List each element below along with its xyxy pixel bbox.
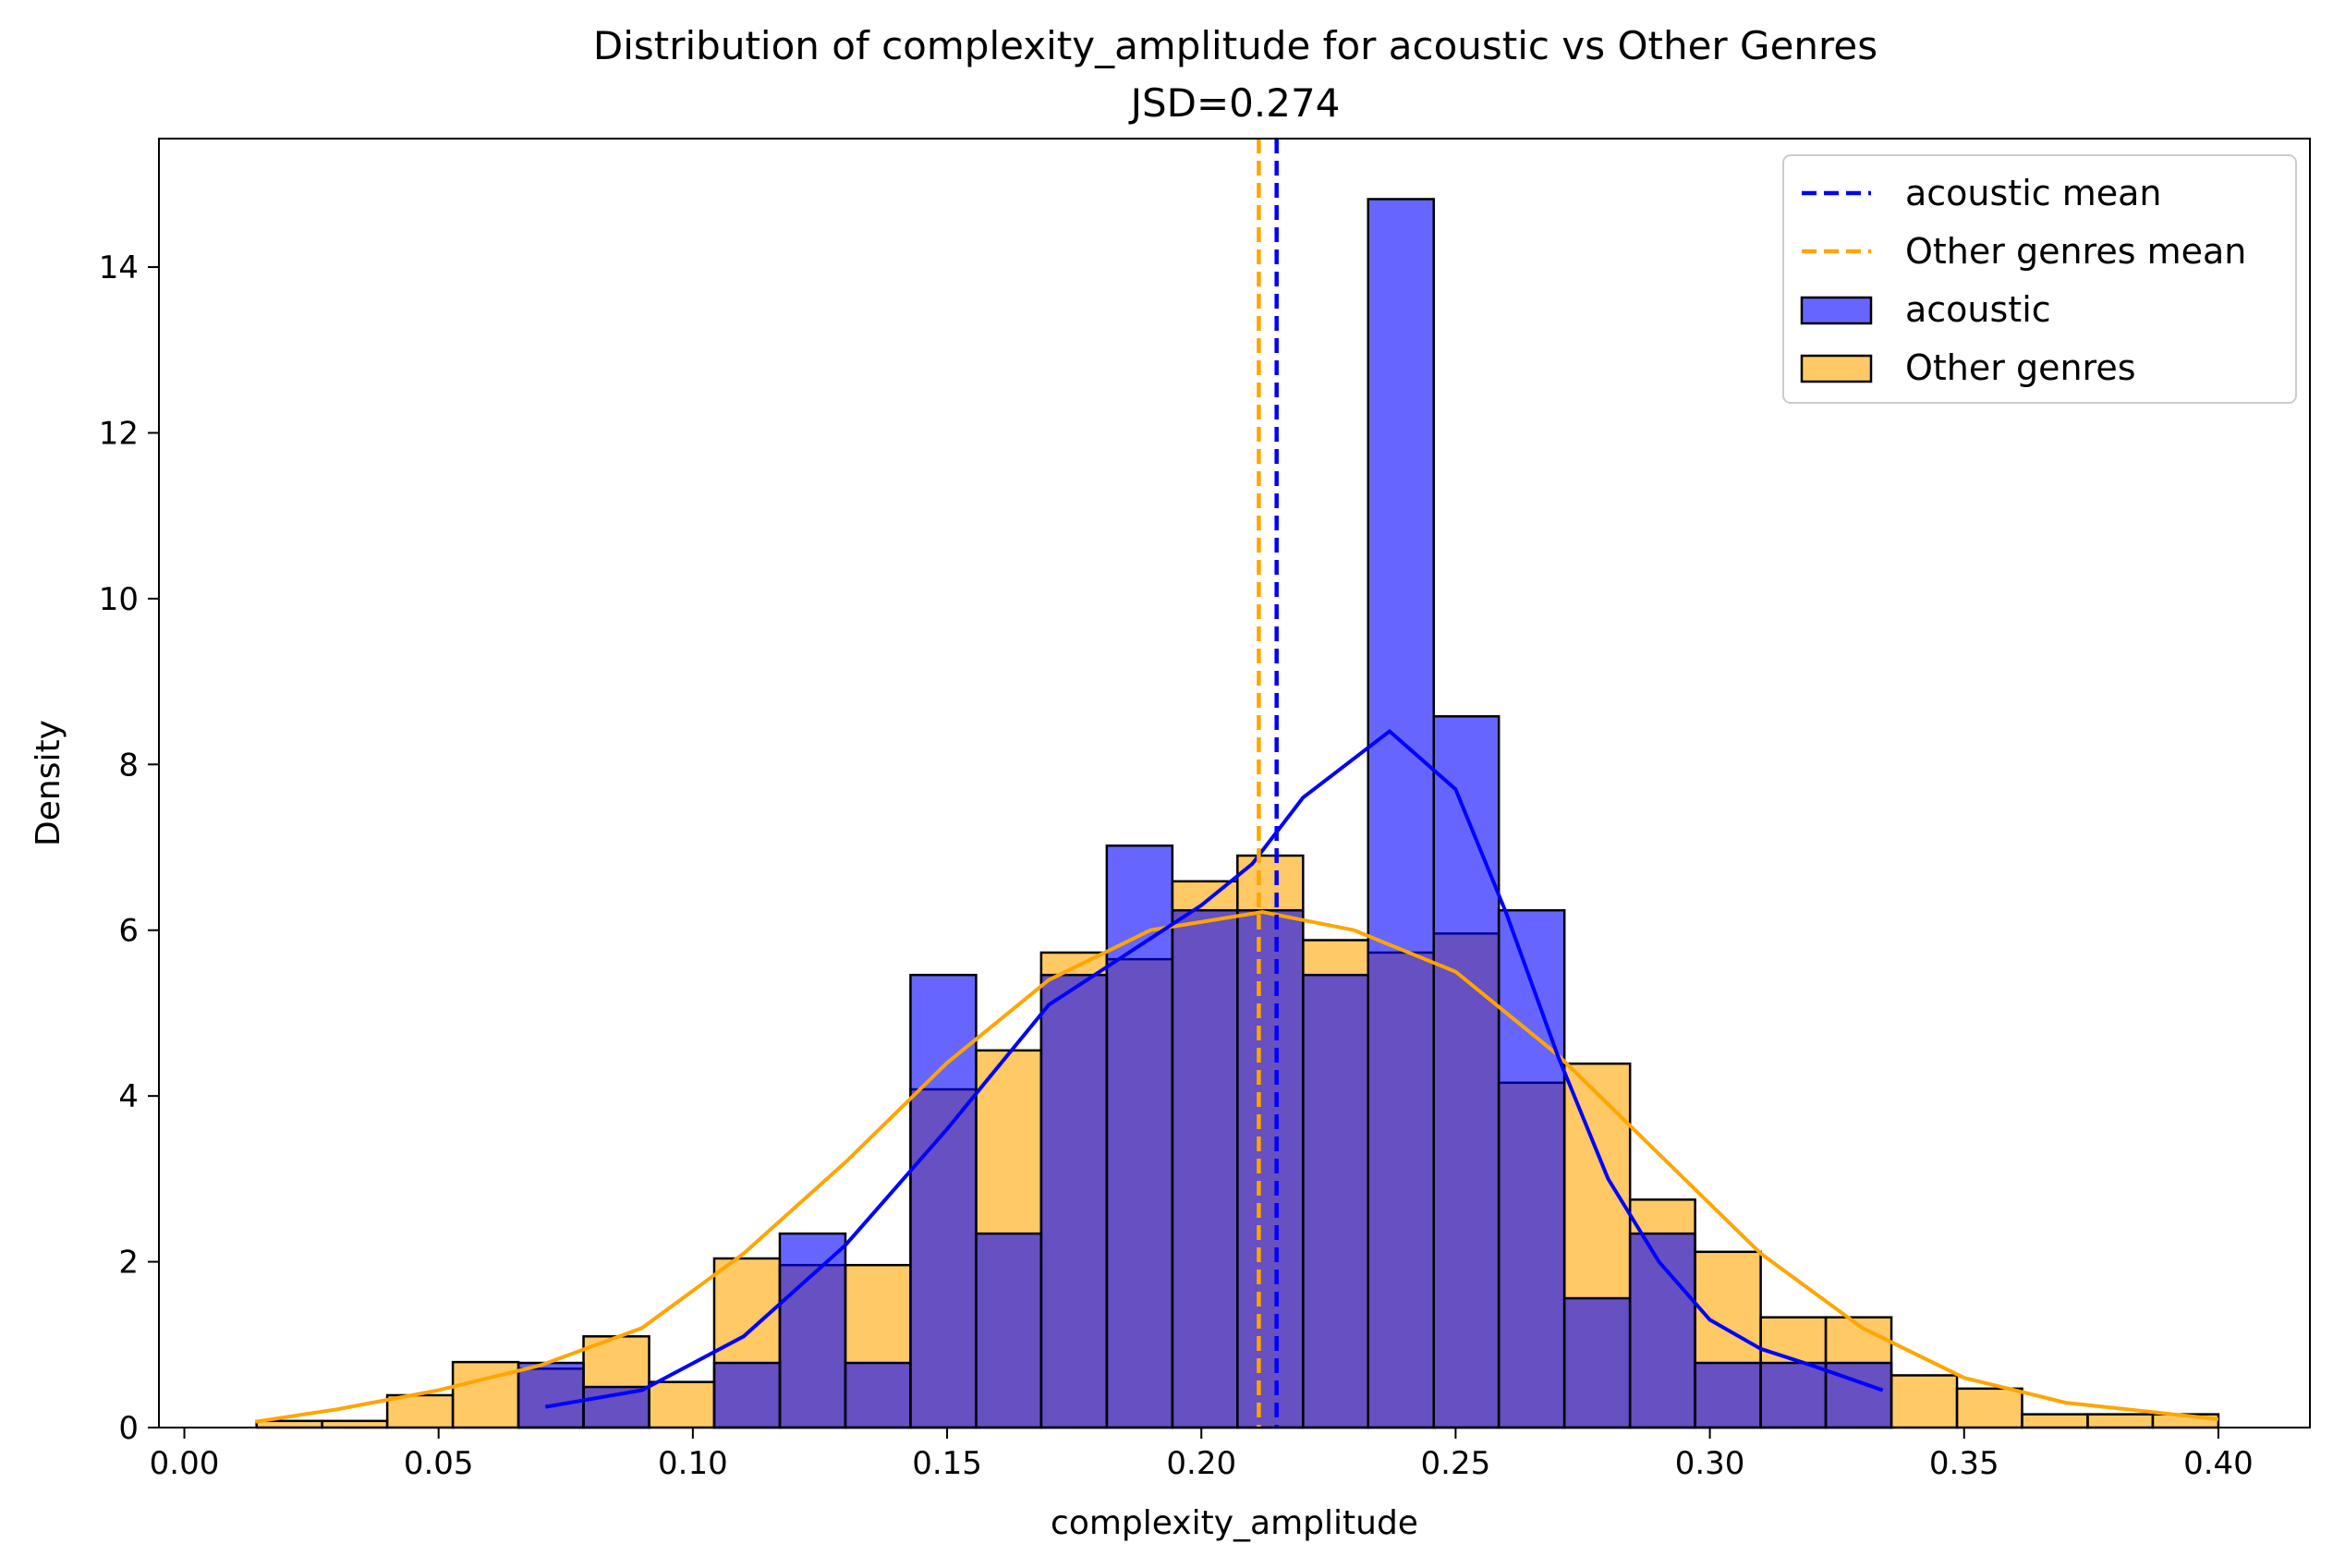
bar-acoustic: [975, 1232, 1043, 1429]
bar-acoustic: [1367, 198, 1435, 1429]
bar-acoustic: [516, 1361, 585, 1429]
bar-other-genres: [648, 1380, 716, 1429]
bar-acoustic: [909, 973, 978, 1429]
bar-acoustic: [1824, 1361, 1893, 1429]
x-axis: 0.00 0.05 0.10 0.15 0.20 0.25 0.30 0.35 0.40: [150, 1428, 2254, 1482]
x-tick-label: 0.25: [1421, 1445, 1491, 1482]
bar-acoustic: [1105, 844, 1174, 1429]
x-axis-label: complexity_amplitude: [1051, 1504, 1418, 1542]
y-tick-label: 4: [118, 1078, 139, 1115]
bar-acoustic: [778, 1232, 847, 1429]
bar-acoustic: [1302, 973, 1369, 1429]
y-tick-label: 6: [118, 913, 139, 950]
legend-label-other-genres: Other genres: [1905, 347, 2136, 388]
y-tick-label: 2: [118, 1245, 139, 1282]
kde-line-other-genres: [255, 909, 2219, 1424]
y-tick-label: 12: [99, 415, 139, 452]
kde-layer: [255, 728, 2219, 1424]
bar-other-genres: [1955, 1387, 2023, 1429]
bar-other-genres: [2021, 1413, 2089, 1429]
bar-acoustic: [1562, 1296, 1632, 1429]
legend-label-other-genres-mean: Other genres mean: [1905, 231, 2246, 272]
y-tick-label: 0: [118, 1410, 139, 1447]
bar-other-genres: [1889, 1374, 1959, 1429]
bar-acoustic: [844, 1361, 912, 1429]
y-tick-label: 8: [118, 747, 139, 784]
chart-subtitle: JSD=0.274: [1128, 80, 1341, 126]
y-tick-label: 14: [99, 249, 139, 286]
bar-other-genres: [385, 1393, 455, 1429]
bar-acoustic: [1171, 908, 1239, 1429]
bar-acoustic: [712, 1361, 782, 1429]
y-tick-label: 10: [99, 581, 139, 618]
chart-legend: acoustic mean Other genres mean acoustic Ot…: [1782, 154, 2297, 404]
mean-lines-layer: [1257, 139, 1279, 1428]
legend-label-acoustic-mean: acoustic mean: [1905, 173, 2162, 213]
kde-line-acoustic: [544, 728, 1884, 1409]
x-tick-label: 0.35: [1929, 1445, 1999, 1482]
y-axis-label: Density: [30, 720, 67, 846]
bar-acoustic: [1759, 1361, 1828, 1429]
legend-swatch-other-genres: [1800, 354, 1873, 383]
x-tick-label: 0.20: [1166, 1445, 1236, 1482]
x-tick-label: 0.30: [1675, 1445, 1745, 1482]
chart-title: Distribution of complexity_amplitude for…: [593, 23, 1877, 68]
legend-label-acoustic: acoustic: [1905, 289, 2051, 330]
x-tick-label: 0.40: [2183, 1445, 2254, 1482]
y-axis: 0 2 4 6 8 10 12 14: [99, 249, 159, 1447]
x-tick-label: 0.05: [404, 1445, 474, 1482]
bar-acoustic: [1432, 715, 1501, 1429]
bar-other-genres: [321, 1419, 389, 1429]
x-tick-label: 0.00: [150, 1445, 220, 1482]
bar-acoustic: [1694, 1361, 1762, 1429]
bar-acoustic: [1039, 973, 1109, 1429]
legend-swatch-acoustic: [1800, 296, 1873, 325]
bar-acoustic: [1628, 1232, 1696, 1429]
x-tick-label: 0.10: [658, 1445, 728, 1482]
bar-acoustic: [1236, 908, 1305, 1429]
x-tick-label: 0.15: [912, 1445, 982, 1482]
bar-other-genres: [2086, 1413, 2155, 1429]
plot-frame: [158, 138, 2311, 1428]
legend-box: [1782, 154, 2297, 404]
